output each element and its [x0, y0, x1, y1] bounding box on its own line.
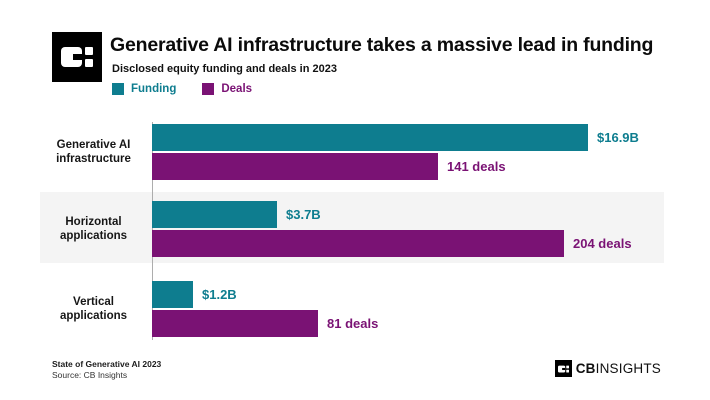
brand-text-insights: INSIGHTS: [595, 361, 661, 376]
deals-value-label: 141 deals: [447, 159, 506, 174]
footer-source-line: Source: CB Insights: [52, 370, 128, 381]
category-label: Horizontal applications: [40, 201, 147, 257]
funding-bar: [152, 201, 277, 228]
deals-bar: [152, 310, 318, 337]
category-label-line1: Horizontal: [65, 215, 122, 228]
funding-value-label: $3.7B: [286, 207, 321, 222]
bar-pair: $3.7B 204 deals: [152, 201, 632, 259]
funding-value-label: $16.9B: [597, 130, 639, 145]
cb-insights-wordmark: CBINSIGHTS: [554, 360, 661, 377]
bar-pair: $16.9B 141 deals: [152, 124, 639, 182]
footer-source-block: State of Generative AI 2023 Source: CB I…: [52, 359, 161, 381]
footer-report-title: State of Generative AI 2023: [52, 359, 162, 369]
deals-bar-row: 204 deals: [152, 230, 632, 257]
page-title: Generative AI infrastructure takes a mas…: [110, 34, 654, 56]
funding-bar-row: $1.2B: [152, 281, 378, 308]
deals-bar: [152, 230, 564, 257]
deals-value-label: 81 deals: [327, 316, 379, 331]
funding-swatch-icon: [112, 83, 124, 95]
funding-value-label: $1.2B: [202, 287, 237, 302]
cb-mark-small-icon: [554, 360, 572, 377]
category-label-line1: Generative AI: [56, 138, 131, 151]
category-label-line2: applications: [59, 310, 128, 322]
category-label-line1: Vertical: [73, 295, 114, 308]
legend: Funding Deals: [112, 83, 252, 95]
funding-bar-row: $3.7B: [152, 201, 632, 228]
category-label-line2: applications: [59, 230, 128, 242]
deals-swatch-icon: [202, 83, 215, 95]
funding-bar-row: $16.9B: [152, 124, 639, 151]
category-label-line2: infrastructure: [56, 153, 131, 165]
legend-funding-label: Funding: [131, 83, 177, 95]
brand-text: CBINSIGHTS: [576, 361, 661, 376]
deals-bar: [152, 153, 438, 180]
deals-bar-row: 141 deals: [152, 153, 639, 180]
legend-deals-label: Deals: [221, 83, 253, 95]
cb-mark-icon: [557, 365, 569, 372]
category-label: Generative AI infrastructure: [40, 124, 147, 180]
funding-bar: [152, 281, 193, 308]
deals-bar-row: 81 deals: [152, 310, 378, 337]
bar-pair: $1.2B 81 deals: [152, 281, 378, 339]
legend-item-funding: Funding: [112, 83, 176, 95]
deals-value-label: 204 deals: [573, 236, 632, 251]
brand-text-cb: CB: [575, 361, 596, 376]
category-label: Vertical applications: [40, 281, 147, 337]
cb-mark-icon: [61, 47, 93, 67]
cb-insights-logo-icon: [52, 32, 102, 82]
funding-bar: [152, 124, 588, 151]
legend-item-deals: Deals: [202, 83, 252, 95]
page-subtitle: Disclosed equity funding and deals in 20…: [112, 63, 337, 75]
